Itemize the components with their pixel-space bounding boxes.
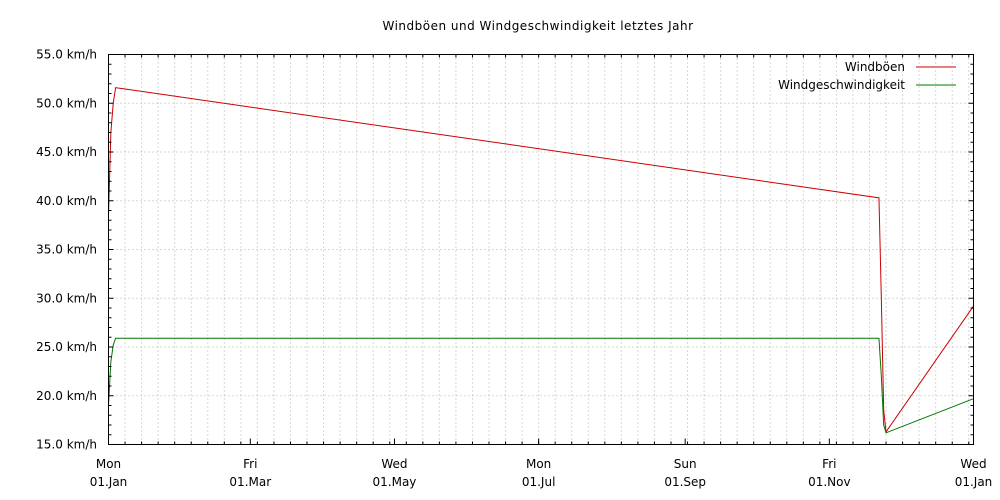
x-tick-label: 01.Jul: [522, 475, 556, 489]
y-tick-label: 45.0 km/h: [36, 145, 97, 159]
y-tick-label: 20.0 km/h: [36, 389, 97, 403]
x-tick-label: 01.Jan: [90, 475, 128, 489]
legend-label: Windböen: [845, 60, 905, 74]
series-layer: [108, 87, 974, 434]
y-tick-label: 25.0 km/h: [36, 340, 97, 354]
y-tick-label: 30.0 km/h: [36, 291, 97, 305]
y-tick-label: 35.0 km/h: [36, 243, 97, 257]
x-tick-weekday: Wed: [960, 457, 986, 471]
series-line-windboeen: [108, 87, 974, 434]
x-tick-label: 01.Mar: [229, 475, 271, 489]
legend: Windböen Windgeschwindigkeit: [778, 60, 956, 92]
chart-title: Windböen und Windgeschwindigkeit letztes…: [382, 19, 693, 33]
x-tick-weekday: Wed: [381, 457, 407, 471]
series-line-windgeschwindigkeit: [108, 337, 974, 434]
ticks-layer: 15.0 km/h 20.0 km/h 25.0 km/h 30.0 km/h 35.0…: [36, 48, 992, 490]
x-tick-weekday: Sun: [674, 457, 697, 471]
y-tick-label: 15.0 km/h: [36, 438, 97, 452]
x-tick-label: 01.Jan: [955, 475, 993, 489]
x-tick-weekday: Fri: [243, 457, 257, 471]
y-tick-label: 55.0 km/h: [36, 48, 97, 62]
x-tick-label: 01.Sep: [664, 475, 706, 489]
y-tick-label: 50.0 km/h: [36, 96, 97, 110]
x-tick-weekday: Mon: [526, 457, 551, 471]
x-tick-weekday: Mon: [96, 457, 121, 471]
x-tick-label: 01.Nov: [808, 475, 851, 489]
grid-layer: [108, 54, 974, 445]
y-tick-label: 40.0 km/h: [36, 194, 97, 208]
legend-label: Windgeschwindigkeit: [778, 78, 905, 92]
x-tick-weekday: Fri: [822, 457, 836, 471]
x-tick-label: 01.May: [373, 475, 417, 489]
